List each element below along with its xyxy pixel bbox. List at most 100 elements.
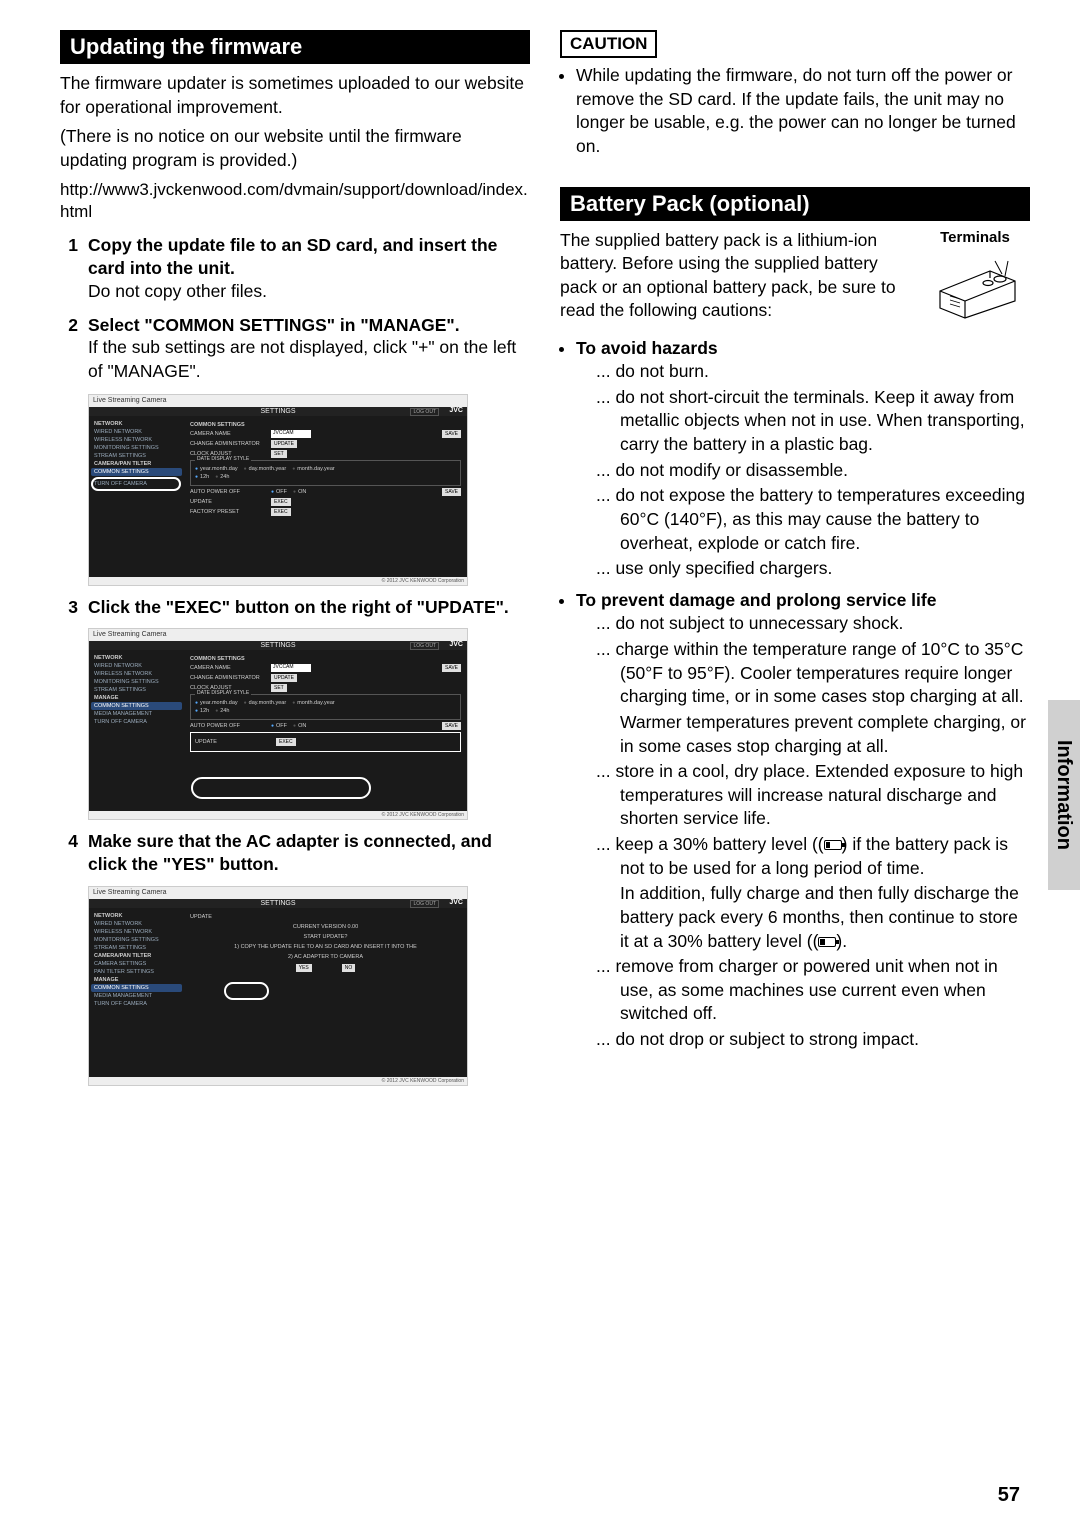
copyright: © 2012 JVC KENWOOD Corporation bbox=[89, 811, 467, 819]
no-button[interactable]: NO bbox=[342, 964, 356, 972]
sidebar-camera-header[interactable]: CAMERA/PAN TILTER bbox=[91, 952, 182, 960]
current-version-label: CURRENT VERSION 0.00 bbox=[190, 924, 461, 930]
radio-off[interactable]: OFF bbox=[271, 723, 287, 729]
page-title: SETTINGS bbox=[260, 900, 295, 907]
sidebar-item-turn-off[interactable]: TURN OFF CAMERA bbox=[91, 1000, 182, 1008]
update-admin-button[interactable]: UPDATE bbox=[271, 674, 297, 682]
intro-text: The firmware updater is sometimes upload… bbox=[60, 72, 530, 119]
sidebar-item-wired[interactable]: WIRED NETWORK bbox=[91, 428, 182, 436]
sidebar-item-pantilter-settings[interactable]: PAN TILTER SETTINGS bbox=[91, 968, 182, 976]
sidebar-item-common-settings[interactable]: COMMON SETTINGS bbox=[91, 984, 182, 992]
sidebar-item-stream[interactable]: STREAM SETTINGS bbox=[91, 452, 182, 460]
set-clock-button[interactable]: SET bbox=[271, 450, 287, 458]
sidebar-item-monitoring[interactable]: MONITORING SETTINGS bbox=[91, 678, 182, 686]
logout-button[interactable]: LOG OUT bbox=[410, 408, 439, 416]
radio-mdy[interactable]: month.day.year bbox=[292, 700, 335, 706]
section-heading-battery: Battery Pack (optional) bbox=[560, 187, 1030, 221]
step-body: If the sub settings are not displayed, c… bbox=[88, 336, 530, 383]
hazards-heading: To avoid hazards bbox=[576, 337, 1030, 361]
save-button[interactable]: SAVE bbox=[442, 488, 461, 496]
sidebar-camera-header[interactable]: CAMERA/PAN TILTER bbox=[91, 460, 182, 468]
sidebar-item-wireless[interactable]: WIRELESS NETWORK bbox=[91, 436, 182, 444]
sidebar-item-wired[interactable]: WIRED NETWORK bbox=[91, 920, 182, 928]
window-title: Live Streaming Camera bbox=[89, 887, 467, 899]
label-auto-power-off: AUTO POWER OFF bbox=[190, 489, 265, 495]
copyright: © 2012 JVC KENWOOD Corporation bbox=[89, 577, 467, 585]
exec-update-button[interactable]: EXEC bbox=[276, 738, 296, 746]
settings-screenshot-2: Live Streaming Camera SETTINGS LOG OUT J… bbox=[88, 628, 468, 820]
intro-note: (There is no notice on our website until… bbox=[60, 125, 530, 172]
radio-mdy[interactable]: month.day.year bbox=[292, 466, 335, 472]
sidebar-item-camera-settings[interactable]: CAMERA SETTINGS bbox=[91, 960, 182, 968]
caution-label: CAUTION bbox=[560, 30, 657, 58]
sidebar-item-common-settings[interactable]: COMMON SETTINGS bbox=[91, 702, 182, 710]
prevent-item: Warmer temperatures prevent complete cha… bbox=[596, 711, 1030, 758]
radio-ymd[interactable]: year.month.day bbox=[195, 466, 238, 472]
sidebar-item-common-settings[interactable]: COMMON SETTINGS bbox=[91, 468, 182, 476]
sidebar-item-wireless[interactable]: WIRELESS NETWORK bbox=[91, 928, 182, 936]
radio-12h[interactable]: 12h bbox=[195, 474, 209, 480]
panel-heading: COMMON SETTINGS bbox=[190, 422, 461, 428]
step-number: 1 bbox=[60, 234, 78, 280]
radio-dmy[interactable]: day.month.year bbox=[244, 466, 287, 472]
sidebar-item-wireless[interactable]: WIRELESS NETWORK bbox=[91, 670, 182, 678]
update-admin-button[interactable]: UPDATE bbox=[271, 440, 297, 448]
input-camera-name[interactable]: JVCCAM bbox=[271, 430, 311, 438]
sidebar-item-media[interactable]: MEDIA MANAGEMENT bbox=[91, 710, 182, 718]
sidebar-manage-header[interactable]: MANAGE bbox=[91, 976, 182, 984]
radio-24h[interactable]: 24h bbox=[215, 708, 229, 714]
hazard-item: do not short-circuit the terminals. Keep… bbox=[596, 386, 1030, 457]
exec-factory-button[interactable]: EXEC bbox=[271, 508, 291, 516]
logo: JVC bbox=[449, 641, 463, 648]
set-clock-button[interactable]: SET bbox=[271, 684, 287, 692]
radio-off[interactable]: OFF bbox=[271, 489, 287, 495]
sidebar-network-header[interactable]: NETWORK bbox=[91, 420, 182, 428]
label-change-admin: CHANGE ADMINISTRATOR bbox=[190, 675, 265, 681]
support-url: http://www3.jvckenwood.com/dvmain/suppor… bbox=[60, 179, 530, 225]
prevent-item: keep a 30% battery level (() if the batt… bbox=[596, 833, 1030, 880]
step-title: Make sure that the AC adapter is connect… bbox=[88, 830, 530, 876]
yes-button[interactable]: YES bbox=[296, 964, 312, 972]
section-heading-firmware: Updating the firmware bbox=[60, 30, 530, 64]
update-instruction-2: 2) AC ADAPTER TO CAMERA bbox=[190, 954, 461, 960]
side-tab-information: Information bbox=[1048, 700, 1080, 890]
radio-12h[interactable]: 12h bbox=[195, 708, 209, 714]
label-camera-name: CAMERA NAME bbox=[190, 431, 265, 437]
sidebar-manage-header[interactable]: MANAGE bbox=[91, 694, 182, 702]
radio-dmy[interactable]: day.month.year bbox=[244, 700, 287, 706]
sidebar-item-stream[interactable]: STREAM SETTINGS bbox=[91, 686, 182, 694]
settings-screenshot-1: Live Streaming Camera SETTINGS LOG OUT J… bbox=[88, 394, 468, 586]
save-button[interactable]: SAVE bbox=[442, 722, 461, 730]
radio-on[interactable]: ON bbox=[293, 723, 306, 729]
battery-icon bbox=[818, 937, 836, 947]
label-factory: FACTORY PRESET bbox=[190, 509, 265, 515]
radio-on[interactable]: ON bbox=[293, 489, 306, 495]
sidebar-network-header[interactable]: NETWORK bbox=[91, 912, 182, 920]
battery-illustration bbox=[920, 246, 1030, 326]
exec-update-button[interactable]: EXEC bbox=[271, 498, 291, 506]
sidebar-item-wired[interactable]: WIRED NETWORK bbox=[91, 662, 182, 670]
logout-button[interactable]: LOG OUT bbox=[410, 900, 439, 908]
input-camera-name[interactable]: JVCCAM bbox=[271, 664, 311, 672]
sidebar-item-turn-off[interactable]: TURN OFF CAMERA bbox=[91, 718, 182, 726]
save-button[interactable]: SAVE bbox=[442, 664, 461, 672]
save-button[interactable]: SAVE bbox=[442, 430, 461, 438]
step-title: Click the "EXEC" button on the right of … bbox=[88, 596, 509, 619]
logout-button[interactable]: LOG OUT bbox=[410, 642, 439, 650]
sidebar-network-header[interactable]: NETWORK bbox=[91, 654, 182, 662]
sidebar-item-media[interactable]: MEDIA MANAGEMENT bbox=[91, 992, 182, 1000]
label-auto-power-off: AUTO POWER OFF bbox=[190, 723, 265, 729]
page-number: 57 bbox=[998, 1484, 1020, 1507]
logo: JVC bbox=[449, 899, 463, 906]
sidebar-item-monitoring[interactable]: MONITORING SETTINGS bbox=[91, 936, 182, 944]
sidebar-item-monitoring[interactable]: MONITORING SETTINGS bbox=[91, 444, 182, 452]
page-title: SETTINGS bbox=[260, 408, 295, 415]
start-update-label: START UPDATE? bbox=[190, 934, 461, 940]
radio-24h[interactable]: 24h bbox=[215, 474, 229, 480]
update-instruction-1: 1) COPY THE UPDATE FILE TO AN SD CARD AN… bbox=[190, 944, 461, 950]
step-number: 2 bbox=[60, 314, 78, 337]
radio-ymd[interactable]: year.month.day bbox=[195, 700, 238, 706]
sidebar-item-turn-off[interactable]: TURN OFF CAMERA bbox=[91, 480, 182, 488]
sidebar-item-stream[interactable]: STREAM SETTINGS bbox=[91, 944, 182, 952]
step-number: 3 bbox=[60, 596, 78, 619]
